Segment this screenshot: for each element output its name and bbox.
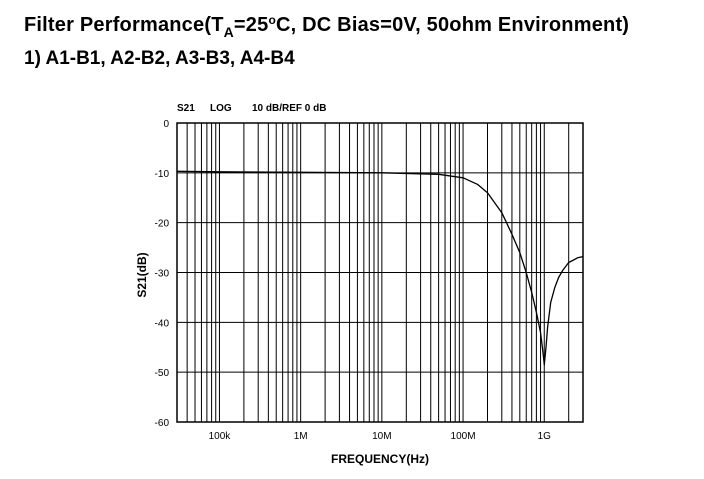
title-prefix: Filter Performance(T (24, 14, 224, 36)
y-tick-label: -40 (155, 318, 170, 329)
header-param: S21 (177, 103, 195, 114)
x-tick-label: 1G (538, 431, 552, 442)
x-tick-label: 100k (209, 431, 232, 442)
header-scale: 10 dB/REF 0 dB (252, 103, 326, 114)
x-tick-label: 100M (451, 431, 476, 442)
y-tick-label: -60 (155, 418, 170, 429)
chart-title: Filter Performance(TA=25oC, DC Bias=0V, … (24, 13, 630, 40)
y-tick-label: -30 (155, 269, 170, 280)
y-tick-label: -20 (155, 219, 170, 230)
y-tick-labels: 0 -10 -20 -30 -40 -50 -60 (155, 119, 170, 429)
x-tick-label: 10M (372, 431, 391, 442)
series-line-s21 (176, 170, 584, 366)
x-axis-label: FREQUENCY(Hz) (331, 452, 429, 466)
title-mid: =25 (233, 14, 269, 36)
title-subscript: A (223, 24, 234, 40)
title-degree: o (268, 13, 276, 27)
series-group (176, 170, 584, 366)
x-tick-labels: 100k 1M 10M 100M 1G (209, 431, 552, 442)
x-tick-label: 1M (294, 431, 308, 442)
chart-subtitle: 1) A1-B1, A2-B2, A3-B3, A4-B4 (24, 48, 295, 69)
header-format: LOG (210, 103, 232, 114)
y-tick-label: 0 (163, 119, 169, 130)
y-tick-label: -10 (155, 169, 170, 180)
y-axis-label: S21(dB) (135, 252, 149, 297)
plot-grid (177, 123, 583, 422)
title-suffix: C, DC Bias=0V, 50ohm Environment) (275, 14, 630, 36)
y-tick-label: -50 (155, 368, 170, 379)
plot-frame (176, 122, 584, 423)
